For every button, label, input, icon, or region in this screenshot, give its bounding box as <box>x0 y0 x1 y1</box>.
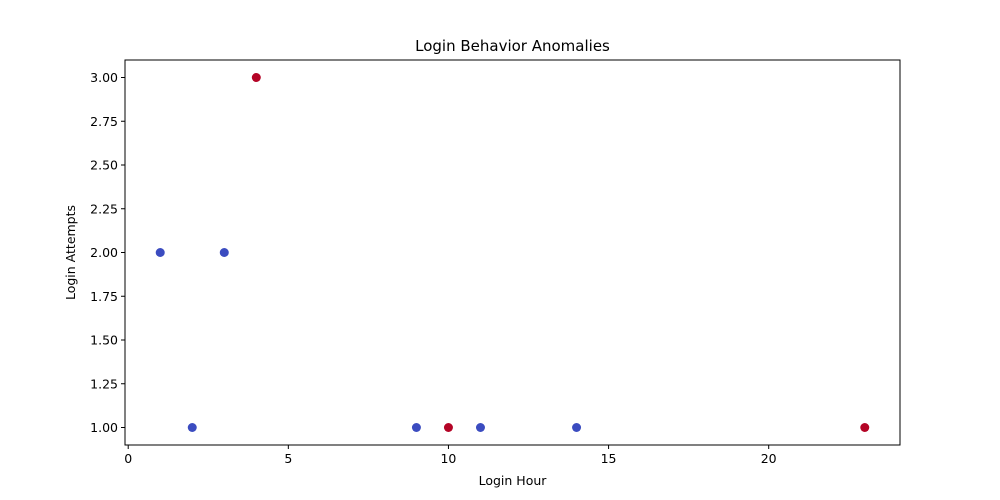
y-tick-label: 2.00 <box>90 245 118 260</box>
x-tick-label: 0 <box>124 451 132 466</box>
x-axis-label: Login Hour <box>479 473 548 488</box>
y-tick-label: 1.75 <box>90 289 118 304</box>
normal-point <box>219 248 229 257</box>
y-tick-label: 1.50 <box>90 333 118 348</box>
y-axis-label: Login Attempts <box>63 205 78 300</box>
y-tick-label: 2.75 <box>90 114 118 129</box>
y-tick-label: 2.25 <box>90 201 118 216</box>
ticks-layer: 0 5 10 15 20 1.00 1.25 1.50 1.75 2.00 2.25 2.50 2.75… <box>90 70 777 466</box>
anomaly-point <box>251 73 261 82</box>
x-tick-label: 5 <box>284 451 292 466</box>
normal-point <box>411 423 421 432</box>
x-tick-label: 10 <box>440 451 456 466</box>
points-layer <box>155 73 870 432</box>
x-tick-label: 15 <box>601 451 617 466</box>
chart-title: Login Behavior Anomalies <box>415 37 610 55</box>
normal-point <box>155 248 165 257</box>
y-tick-label: 1.25 <box>90 376 118 391</box>
normal-point <box>572 423 582 432</box>
anomaly-point <box>443 423 453 432</box>
y-tick-label: 1.00 <box>90 420 118 435</box>
plot-frame <box>124 59 901 446</box>
anomaly-point <box>860 423 870 432</box>
y-tick-label: 2.50 <box>90 158 118 173</box>
normal-point <box>475 423 485 432</box>
y-tick-label: 3.00 <box>90 70 118 85</box>
normal-point <box>187 423 197 432</box>
x-tick-label: 20 <box>761 451 777 466</box>
